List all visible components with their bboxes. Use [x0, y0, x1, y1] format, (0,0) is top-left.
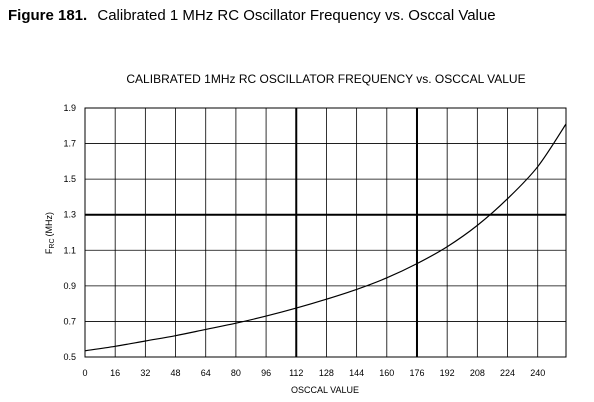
- y-axis-label: FRC(MHz): [44, 212, 56, 254]
- x-tick-label: 208: [470, 368, 485, 378]
- y-tick-label: 1.3: [63, 210, 76, 220]
- x-axis-ticks: 0 16 32 48 64 80 96 112 128 144 160 176 192 208 224 240: [82, 368, 545, 378]
- x-tick-label: 112: [289, 368, 303, 378]
- x-tick-label: 240: [530, 368, 545, 378]
- x-tick-label: 96: [261, 368, 271, 378]
- y-axis-label-unit: (MHz): [44, 212, 54, 237]
- x-tick-label: 16: [110, 368, 120, 378]
- x-tick-label: 160: [379, 368, 394, 378]
- chart-grid: [85, 108, 566, 357]
- y-tick-label: 0.5: [63, 352, 76, 362]
- x-tick-label: 192: [440, 368, 455, 378]
- figure-caption: Figure 181. Calibrated 1 MHz RC Oscillat…: [8, 7, 496, 24]
- x-tick-label: 224: [500, 368, 515, 378]
- y-axis-label-subscript: RC: [49, 238, 56, 248]
- y-tick-label: 0.9: [63, 281, 76, 291]
- chart-title: CALIBRATED 1MHz RC OSCILLATOR FREQUENCY …: [126, 72, 525, 86]
- series-line: [84, 123, 567, 352]
- x-tick-label: 64: [201, 368, 211, 378]
- plot-border: [84, 107, 567, 358]
- figure-number: Figure 181.: [8, 7, 88, 24]
- x-tick-label: 0: [82, 368, 87, 378]
- y-tick-label: 0.7: [63, 316, 76, 326]
- y-axis-ticks: 0.5 0.7 0.9 1.1 1.3 1.5 1.7 1.9: [63, 103, 76, 362]
- x-tick-label: 48: [171, 368, 181, 378]
- x-tick-label: 32: [140, 368, 150, 378]
- y-axis-label-main: F: [44, 248, 54, 254]
- y-tick-label: 1.5: [63, 174, 76, 184]
- x-tick-label: 176: [409, 368, 424, 378]
- y-tick-label: 1.1: [63, 245, 76, 255]
- y-tick-label: 1.9: [63, 103, 76, 113]
- x-axis-label: OSCCAL VALUE: [291, 385, 359, 395]
- x-tick-label: 128: [319, 368, 334, 378]
- y-tick-label: 1.7: [63, 139, 76, 149]
- figure-title: Calibrated 1 MHz RC Oscillator Frequency…: [97, 7, 496, 24]
- x-tick-label: 80: [231, 368, 241, 378]
- x-tick-label: 144: [349, 368, 364, 378]
